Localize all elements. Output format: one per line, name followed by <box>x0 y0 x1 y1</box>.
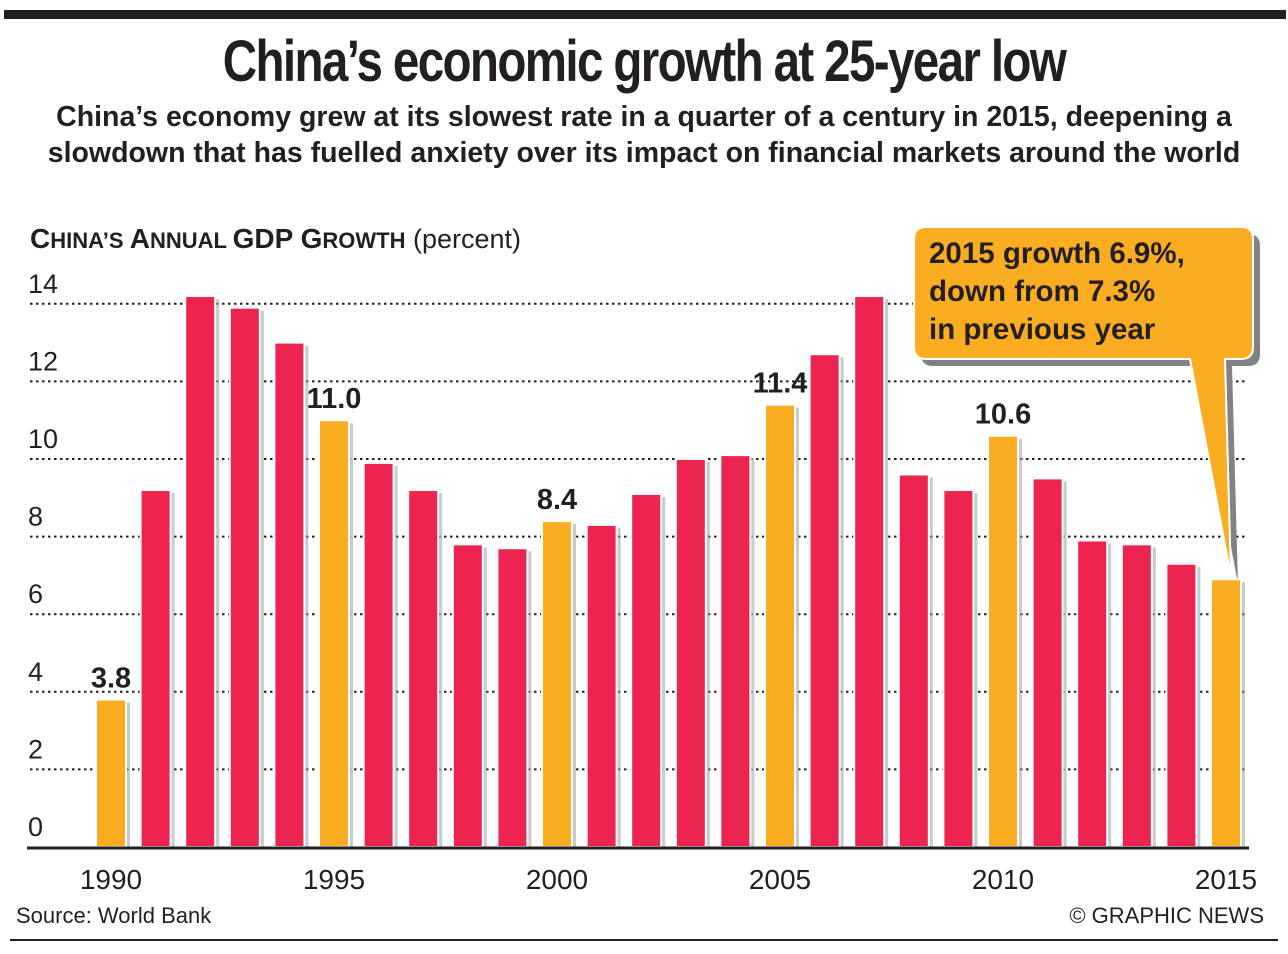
x-tick-label: 1990 <box>80 864 142 895</box>
bar-1996 <box>364 463 394 847</box>
callout-line: 2015 growth 6.9%, <box>929 235 1185 273</box>
bottom-rule <box>10 939 1278 941</box>
bar-1991 <box>141 490 171 847</box>
bar-2014 <box>1166 564 1196 847</box>
bar-2008 <box>899 475 929 847</box>
bar-1995 <box>319 420 349 847</box>
bar-2015 <box>1211 579 1241 847</box>
credit-note: © GRAPHIC NEWS <box>1069 903 1264 929</box>
callout-line: down from 7.3% <box>929 273 1185 311</box>
y-tick-label: 6 <box>28 579 43 609</box>
bar-2012 <box>1077 540 1107 847</box>
bar-2005 <box>765 405 795 847</box>
x-tick-label: 1995 <box>303 864 365 895</box>
bar-1994 <box>274 343 304 847</box>
x-tick-label: 2005 <box>749 864 811 895</box>
bar-2003 <box>676 459 706 847</box>
source-note: Source: World Bank <box>16 903 211 929</box>
bar-1992 <box>185 296 215 847</box>
data-label-1990: 3.8 <box>91 663 131 695</box>
data-label-2000: 8.4 <box>537 484 577 516</box>
bar-2004 <box>720 455 750 847</box>
y-tick-label: 8 <box>28 502 43 532</box>
bar-2002 <box>631 494 661 847</box>
x-tick-label: 2000 <box>526 864 588 895</box>
y-tick-label: 2 <box>28 734 43 764</box>
bar-1999 <box>497 548 527 847</box>
x-tick-label: 2015 <box>1195 864 1257 895</box>
x-axis-ticks: 1990 1995 2000 2005 2010 2015 <box>80 864 1257 895</box>
y-axis-ticks: 0 2 4 6 8 10 12 14 <box>28 269 58 842</box>
bar-2009 <box>943 490 973 847</box>
bar-1993 <box>230 308 260 847</box>
data-label-2010: 10.6 <box>975 399 1031 431</box>
bar-2000 <box>542 521 572 847</box>
y-tick-label: 4 <box>28 657 43 687</box>
y-tick-label: 0 <box>28 812 43 842</box>
y-tick-label: 12 <box>28 346 58 376</box>
bar-1998 <box>453 544 483 847</box>
bar-1997 <box>408 490 438 847</box>
data-label-2005: 11.4 <box>753 368 808 400</box>
y-tick-label: 10 <box>28 424 58 454</box>
bar-2007 <box>854 296 884 847</box>
bar-2010 <box>988 436 1018 847</box>
x-tick-label: 2010 <box>972 864 1034 895</box>
bar-1990 <box>96 700 126 847</box>
bars <box>96 296 1245 847</box>
bar-2013 <box>1122 544 1152 847</box>
y-tick-label: 14 <box>28 269 58 299</box>
callout-line: in previous year <box>929 311 1185 349</box>
callout-text: 2015 growth 6.9%, down from 7.3% in prev… <box>929 235 1185 349</box>
bar-2006 <box>810 354 840 847</box>
bar-2011 <box>1033 478 1063 847</box>
bar-2001 <box>587 525 617 847</box>
data-label-1995: 11.0 <box>307 383 362 415</box>
